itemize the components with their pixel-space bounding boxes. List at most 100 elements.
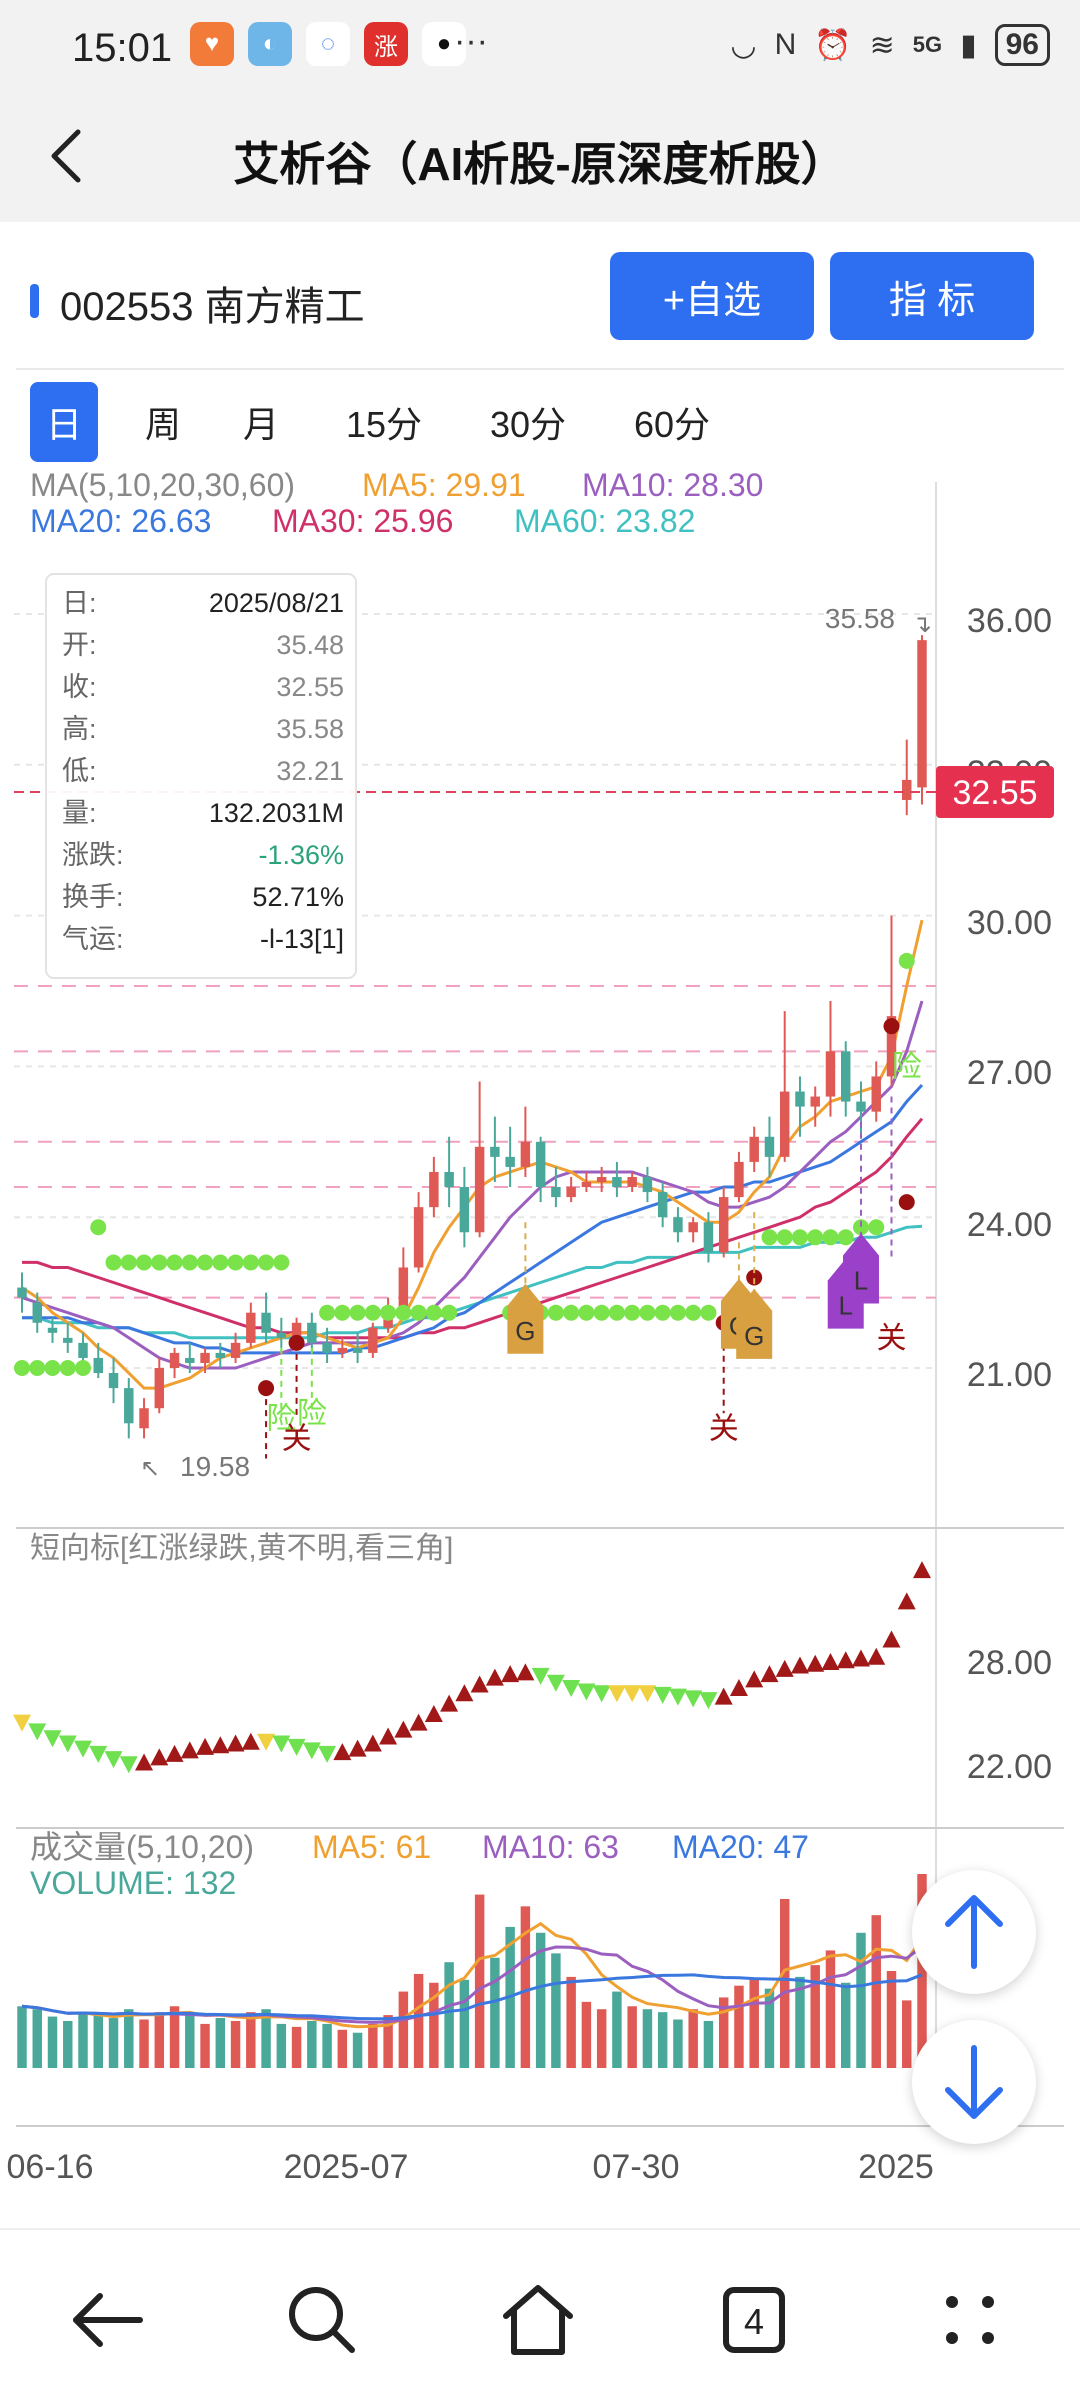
nav-home-icon[interactable]: [488, 2270, 588, 2370]
candle: [474, 1146, 485, 1233]
short-indicator-triangle: [226, 1734, 245, 1752]
volume-bar: [764, 1988, 775, 2068]
back-arrow-icon[interactable]: [30, 116, 110, 196]
scroll-down-button[interactable]: [912, 2020, 1036, 2144]
close-marker: 关: [282, 1422, 312, 1455]
candle: [230, 1342, 241, 1358]
header-divider: [16, 368, 1064, 370]
volume-bar: [322, 2023, 332, 2068]
nav-menu-icon[interactable]: [920, 2270, 1020, 2370]
signal-dot: [776, 1229, 793, 1246]
volume-bar: [291, 2026, 302, 2068]
status-time: 15:01: [72, 26, 173, 70]
signal-dot: [700, 1304, 717, 1321]
signal-dot: [242, 1254, 259, 1271]
price-tick: 21.00: [967, 1356, 1052, 1394]
volume-bar: [673, 2019, 683, 2068]
short-indicator-triangle: [897, 1592, 916, 1610]
volume-bar: [63, 2020, 73, 2068]
tab-15min[interactable]: 15分: [345, 404, 423, 445]
volume-bar: [32, 2009, 42, 2068]
tab-week[interactable]: 周: [144, 404, 181, 445]
candle: [200, 1352, 210, 1363]
volume-value: VOLUME: 132: [30, 1865, 236, 1901]
signal-dot: [791, 1229, 808, 1246]
current-price-badge: [936, 766, 1054, 818]
volume-bar: [47, 2016, 58, 2068]
short-indicator-triangle: [150, 1748, 169, 1766]
volume-bar: [215, 2018, 226, 2068]
short-indicator-triangle: [821, 1653, 840, 1670]
x-tick: 2025-07: [284, 2148, 409, 2186]
tab-30min[interactable]: 30分: [489, 404, 567, 445]
g-tag: G: [515, 1316, 535, 1346]
signal-dot: [685, 1304, 702, 1321]
tab-month[interactable]: 月: [242, 404, 279, 445]
candle: [413, 1207, 424, 1268]
tab-day[interactable]: 日: [30, 382, 98, 462]
short-indicator-triangle: [302, 1742, 321, 1760]
volume-bar: [307, 2020, 317, 2068]
short-tick: 22.00: [967, 1748, 1052, 1786]
price-tick: 24.00: [967, 1206, 1052, 1244]
volume-ma10: MA10: 63: [482, 1829, 619, 1865]
signal-dot: [852, 1219, 869, 1236]
candle: [169, 1352, 180, 1368]
kline-chart[interactable]: MA(5,10,20,30,60) MA5: 29.91 MA10: 28.30…: [0, 462, 1080, 2200]
nav-search-icon[interactable]: [272, 2270, 372, 2370]
signal-dot: [639, 1304, 656, 1321]
close-marker: 关: [876, 1322, 906, 1355]
info-label: 高:: [62, 714, 97, 744]
nav-back-icon[interactable]: [56, 2270, 156, 2370]
volume-bar: [490, 1957, 500, 2068]
indicator-button[interactable]: 指 标: [830, 252, 1034, 340]
system-nav-bar: 4: [0, 2228, 1080, 2402]
volume-bar: [657, 2012, 668, 2068]
short-indicator-triangle: [851, 1649, 870, 1667]
volume-bar: [718, 1997, 729, 2068]
volume-bar: [108, 2018, 119, 2068]
candle: [749, 1136, 759, 1162]
add-watchlist-button[interactable]: +自选: [610, 252, 814, 340]
volume-bar: [596, 2009, 607, 2068]
high-price-label: 35.58: [825, 603, 895, 634]
signal-dot-red: [746, 1269, 763, 1286]
short-indicator-triangle: [668, 1688, 687, 1706]
info-box: 日: 2025/08/21 开: 35.48 收: 32.55 高: 35.58 低: 32.21…: [45, 573, 357, 979]
info-value: 32.55: [276, 672, 344, 702]
signal-dot-red: [898, 1194, 915, 1211]
short-tick: 28.00: [967, 1644, 1052, 1682]
nav-tabs-icon[interactable]: 4: [704, 2270, 804, 2370]
info-label: 量:: [62, 798, 97, 828]
candle: [139, 1408, 149, 1429]
short-indicator-triangle: [74, 1740, 93, 1758]
qq-icon: ●: [422, 22, 466, 66]
zhang-app-icon: 涨: [364, 22, 408, 66]
signal-dot: [29, 1360, 46, 1376]
short-indicator-triangle: [180, 1741, 199, 1759]
volume-bar: [520, 1906, 531, 2068]
volume-bar: [413, 1973, 424, 2068]
x-tick: 2025: [858, 2148, 934, 2186]
high-arrow-icon: ↴: [912, 611, 932, 638]
volume-bar: [368, 2023, 378, 2068]
short-indicator-triangle: [562, 1680, 581, 1697]
short-indicator-triangle: [501, 1665, 520, 1683]
short-indicator-triangle: [485, 1668, 504, 1686]
candle: [459, 1187, 470, 1233]
svg-text:4: 4: [744, 2301, 764, 2342]
short-indicator-triangle: [394, 1720, 413, 1738]
candle: [734, 1161, 744, 1198]
candle: [520, 1141, 531, 1167]
price-ticks: 36.00 33.00 30.00 27.00 24.00 21.00: [967, 602, 1052, 1394]
candle: [871, 1076, 881, 1112]
short-indicator-triangle: [684, 1690, 703, 1708]
chart-area[interactable]: MA(5,10,20,30,60) MA5: 29.91 MA10: 28.30…: [0, 462, 1080, 2200]
volume-bar: [230, 2020, 241, 2068]
tab-60min[interactable]: 60分: [633, 404, 711, 445]
volume-bar: [642, 2009, 653, 2068]
volume-bar: [154, 2012, 165, 2068]
short-indicator-triangle: [546, 1674, 565, 1692]
scroll-up-button[interactable]: [912, 1870, 1036, 1994]
short-indicator-marks: [13, 1561, 931, 1774]
